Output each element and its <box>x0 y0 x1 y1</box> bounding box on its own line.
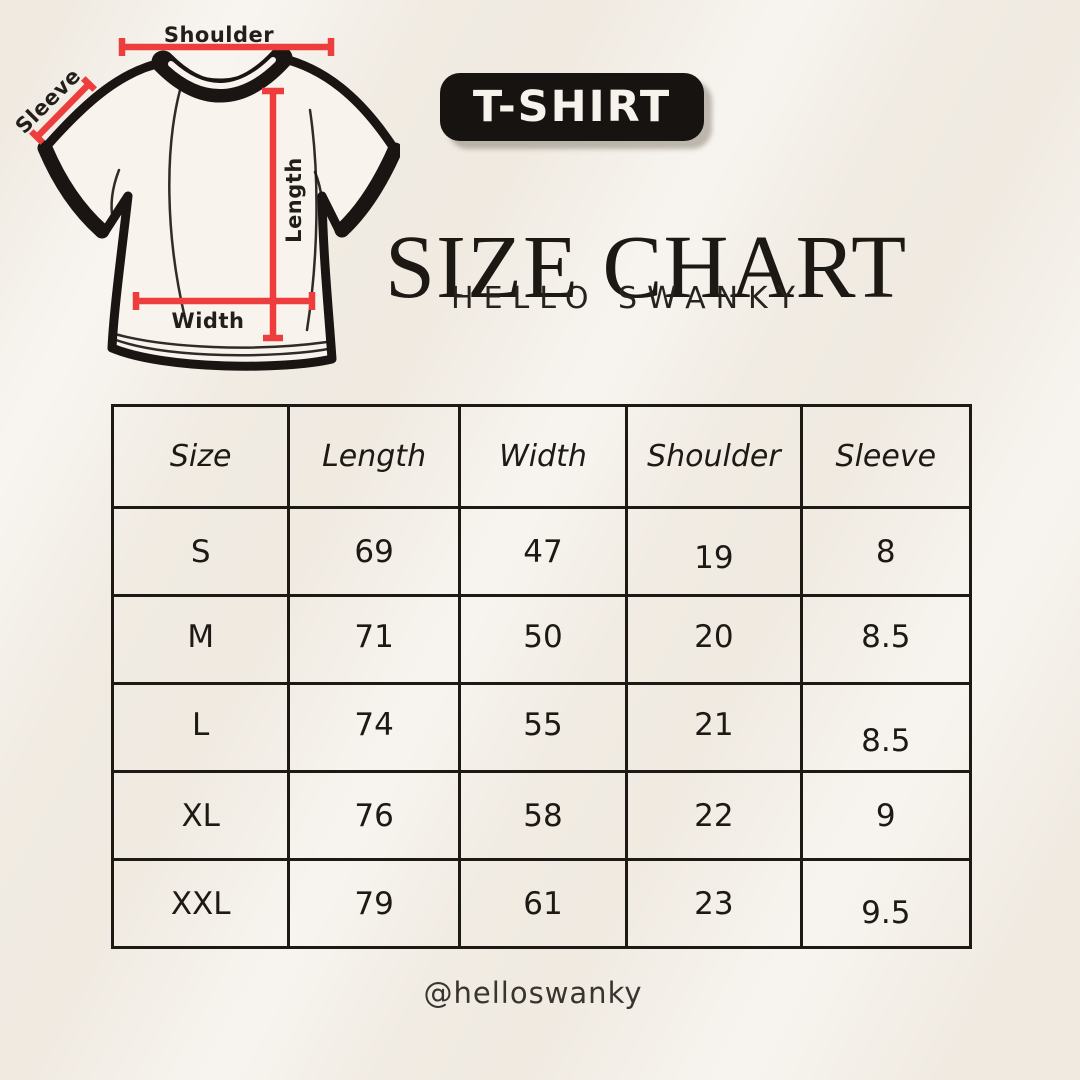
table-row-m: M 71 50 20 8.5 <box>110 594 973 685</box>
right-cuff-band <box>334 142 400 238</box>
shoulder-dimension: Shoulder <box>118 23 335 56</box>
collar-rib-highlight <box>168 57 276 89</box>
collar-band <box>151 46 293 103</box>
cell-shoulder: 21 <box>625 682 803 773</box>
left-underarm-crease <box>110 168 121 223</box>
column-header-shoulder: Shoulder <box>625 404 803 509</box>
cell-length: 76 <box>287 770 461 861</box>
left-cuff-band <box>37 140 110 239</box>
width-dimension-label: Width <box>172 309 245 333</box>
header-row: Size Length Width Shoulder Sleeve <box>110 404 973 509</box>
width-dimension: Width <box>132 292 316 333</box>
cell-length: 69 <box>287 506 461 597</box>
table-row-s: S 69 47 19 8 <box>110 506 973 597</box>
cell-length: 79 <box>287 858 461 949</box>
cell-length: 71 <box>287 594 461 685</box>
table-row-xxl: XXL 79 61 23 9.5 <box>110 858 973 949</box>
tshirt-badge-label: T-SHIRT <box>472 82 672 132</box>
cell-sleeve: 8.5 <box>799 682 973 773</box>
left-chest-crease <box>168 88 187 320</box>
length-dimension-label: Length <box>282 157 306 243</box>
length-dimension: Length <box>262 87 306 342</box>
brand-subtitle: HELLO SWANKY <box>451 281 805 316</box>
cell-shoulder: 19 <box>625 506 803 597</box>
shoulder-dimension-label: Shoulder <box>164 23 274 47</box>
right-underarm-crease <box>313 170 324 224</box>
column-header-length: Length <box>287 404 461 509</box>
hem-stitch-line <box>114 338 330 357</box>
cell-width: 47 <box>457 506 629 597</box>
cell-width: 61 <box>457 858 629 949</box>
tshirt-badge: T-SHIRT <box>440 73 704 141</box>
cell-sleeve: 8.5 <box>799 594 973 685</box>
hem-stitch-line-2 <box>113 332 329 349</box>
cell-size: S <box>110 506 291 597</box>
cell-width: 50 <box>457 594 629 685</box>
table-row-l: L 74 55 21 8.5 <box>110 682 973 773</box>
social-handle: @helloswanky <box>423 976 643 1010</box>
size-table: Size Length Width Shoulder Sleeve S 69 4… <box>110 404 973 949</box>
cell-width: 58 <box>457 770 629 861</box>
cell-shoulder: 22 <box>625 770 803 861</box>
cell-sleeve: 9.5 <box>799 858 973 949</box>
column-header-width: Width <box>457 404 629 509</box>
cell-size: XXL <box>110 858 291 949</box>
cell-width: 55 <box>457 682 629 773</box>
cell-size: XL <box>110 770 291 861</box>
cell-size: M <box>110 594 291 685</box>
column-header-sleeve: Sleeve <box>799 404 973 509</box>
cell-length: 74 <box>287 682 461 773</box>
table-row-xl: XL 76 58 22 9 <box>110 770 973 861</box>
cell-shoulder: 20 <box>625 594 803 685</box>
size-table-header: Size Length Width Shoulder Sleeve <box>110 404 973 509</box>
cell-sleeve: 8 <box>799 506 973 597</box>
cell-size: L <box>110 682 291 773</box>
cell-shoulder: 23 <box>625 858 803 949</box>
tshirt-diagram: Shoulder Sleeve Length Width <box>15 23 400 371</box>
column-header-size: Size <box>110 404 291 509</box>
cell-sleeve: 9 <box>799 770 973 861</box>
size-table-body: S 69 47 19 8 M 71 50 20 8.5 L 74 55 21 8… <box>110 506 973 949</box>
page-title: SIZE CHART <box>384 218 908 318</box>
